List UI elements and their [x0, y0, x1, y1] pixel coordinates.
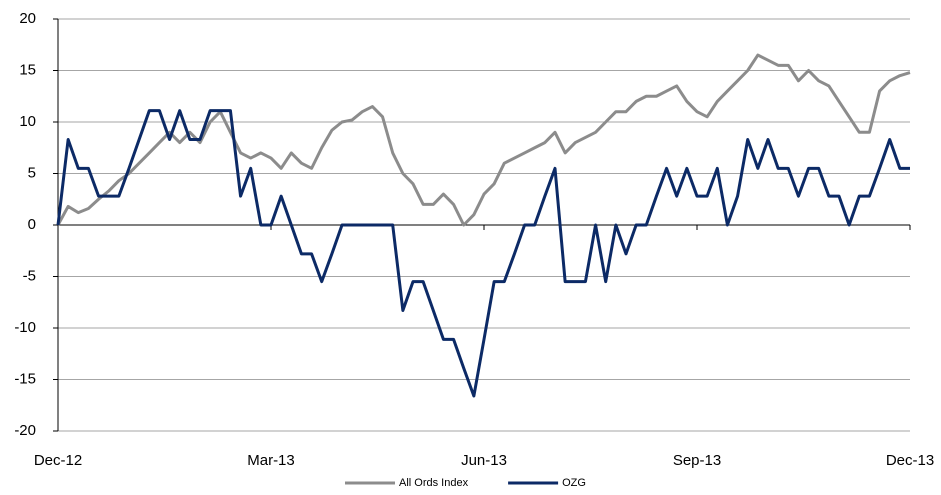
series-line [56, 109, 910, 398]
x-tick-label: Jun-13 [461, 452, 507, 469]
y-tick-label: 5 [28, 164, 36, 181]
y-tick-label: -15 [14, 370, 36, 387]
x-tick-label: Dec-12 [34, 452, 82, 469]
x-tick-label: Dec-13 [886, 452, 934, 469]
series-line [56, 53, 911, 227]
y-tick-label: -10 [14, 319, 36, 336]
y-tick-label: -5 [23, 267, 36, 284]
y-tick-label: 0 [28, 216, 36, 233]
y-tick-label: 15 [19, 61, 36, 78]
y-tick-label: 20 [19, 10, 36, 27]
legend-label: All Ords Index [399, 477, 469, 489]
x-tick-label: Mar-13 [247, 452, 295, 469]
x-tick-label: Sep-13 [673, 452, 721, 469]
y-tick-label: -20 [14, 422, 36, 439]
legend-label: OZG [562, 477, 586, 489]
y-tick-label: 10 [19, 113, 36, 130]
